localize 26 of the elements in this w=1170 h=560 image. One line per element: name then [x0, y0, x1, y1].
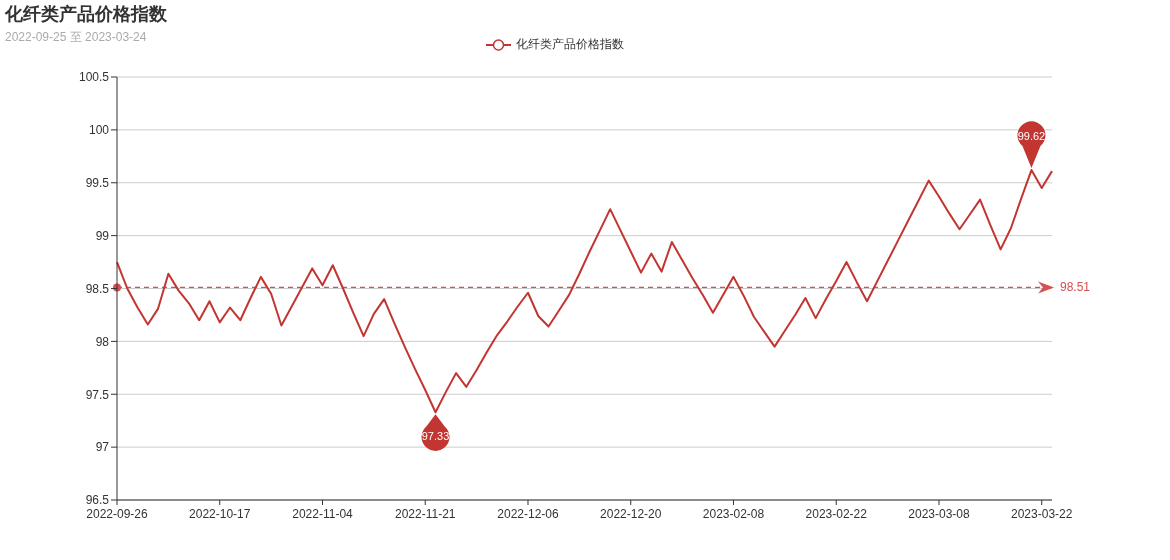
legend-label: 化纤类产品价格指数 — [515, 36, 624, 53]
y-tick-label: 100 — [88, 123, 110, 138]
data-label: 99.62 — [1017, 130, 1046, 143]
chart-subtitle: 2022-09-25 至 2023-03-24 — [5, 29, 147, 46]
x-tick-label: 2023-03-08 — [908, 507, 970, 521]
x-tick-label: 2023-02-22 — [805, 507, 868, 521]
ref-line-label: 98.51 — [1060, 280, 1091, 295]
x-tick-label: 2022-11-04 — [292, 507, 354, 521]
chart-title: 化纤类产品价格指数 — [5, 3, 167, 26]
x-tick-label: 2022-11-21 — [394, 507, 456, 521]
y-tick-label: 100.5 — [78, 70, 110, 85]
y-tick-label: 97.5 — [85, 387, 110, 402]
y-tick-label: 98.5 — [85, 281, 110, 296]
y-tick-label: 97 — [95, 440, 110, 455]
x-tick-label: 2022-12-06 — [497, 507, 559, 521]
y-tick-label: 98 — [95, 334, 110, 349]
line-series — [116, 169, 1053, 414]
x-tick-label: 2022-10-17 — [189, 507, 251, 521]
y-tick-label: 96.5 — [85, 493, 110, 508]
data-label: 97.33 — [421, 430, 450, 443]
x-tick-label: 2022-12-20 — [600, 507, 662, 521]
y-tick-label: 99 — [95, 228, 110, 243]
x-tick-label: 2022-09-26 — [86, 507, 149, 521]
x-tick-label: 2023-03-22 — [1011, 507, 1073, 521]
y-tick-label: 99.5 — [85, 176, 110, 191]
x-tick-label: 2023-02-08 — [702, 507, 765, 521]
